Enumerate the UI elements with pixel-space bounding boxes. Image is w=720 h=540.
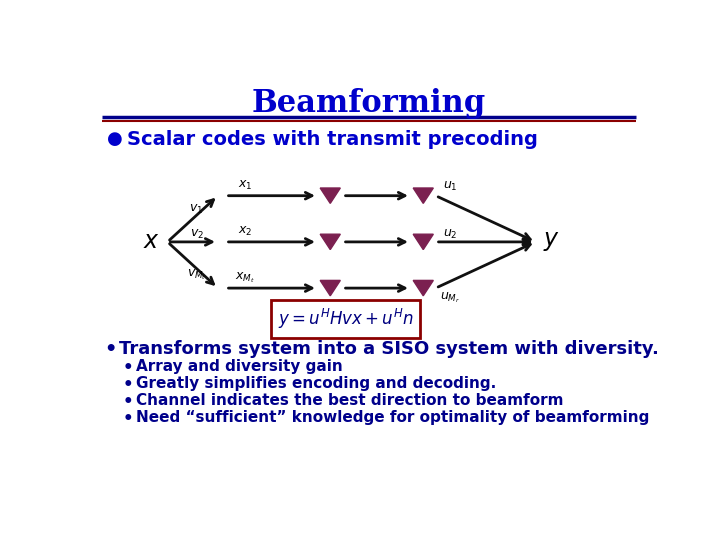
Text: $v_1$: $v_1$: [189, 203, 204, 216]
Text: $v_2$: $v_2$: [189, 228, 204, 241]
Text: Channel indicates the best direction to beamform: Channel indicates the best direction to …: [137, 393, 564, 408]
Text: $u_1$: $u_1$: [443, 180, 458, 193]
Text: $x$: $x$: [143, 231, 160, 253]
Text: ●: ●: [107, 130, 123, 148]
Text: Scalar codes with transmit precoding: Scalar codes with transmit precoding: [127, 130, 538, 149]
Text: Beamforming: Beamforming: [252, 88, 486, 119]
Polygon shape: [320, 188, 341, 204]
Text: $x_2$: $x_2$: [238, 225, 252, 239]
Text: $u_2$: $u_2$: [443, 228, 458, 241]
Text: $y$: $y$: [544, 231, 560, 253]
Polygon shape: [413, 234, 433, 249]
Polygon shape: [320, 234, 341, 249]
Polygon shape: [413, 188, 433, 204]
Text: Need “sufficient” knowledge for optimality of beamforming: Need “sufficient” knowledge for optimali…: [137, 410, 650, 425]
Text: $u_{M_r}$: $u_{M_r}$: [440, 290, 461, 305]
Text: •: •: [122, 359, 133, 377]
Text: Greatly simplifies encoding and decoding.: Greatly simplifies encoding and decoding…: [137, 376, 497, 391]
Text: •: •: [122, 376, 133, 394]
Text: •: •: [104, 340, 117, 360]
Text: $v_{M_t}$: $v_{M_t}$: [186, 267, 207, 281]
Text: $x_1$: $x_1$: [238, 179, 252, 192]
Text: $x_{M_t}$: $x_{M_t}$: [235, 271, 255, 285]
Text: Array and diversity gain: Array and diversity gain: [137, 359, 343, 374]
Polygon shape: [320, 280, 341, 296]
Text: $y=u^{H}Hvx+u^{H}n$: $y=u^{H}Hvx+u^{H}n$: [278, 307, 414, 331]
Text: Transforms system into a SISO system with diversity.: Transforms system into a SISO system wit…: [120, 340, 660, 359]
Text: •: •: [122, 393, 133, 411]
Text: •: •: [122, 410, 133, 428]
Polygon shape: [413, 280, 433, 296]
